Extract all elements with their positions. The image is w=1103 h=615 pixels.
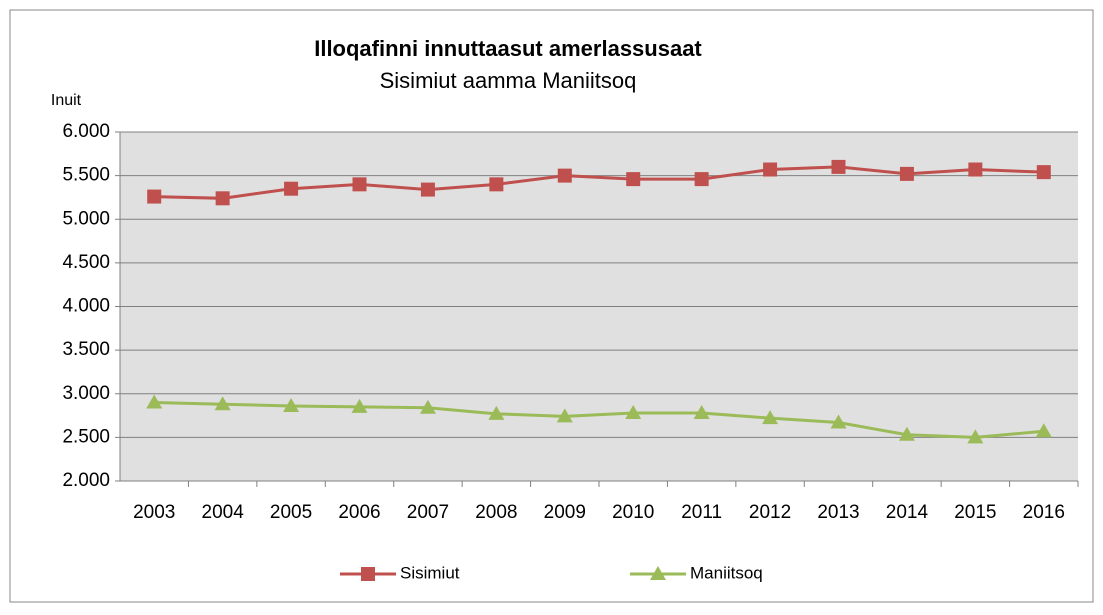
y-tick-label: 2.500	[62, 426, 110, 447]
x-tick-label: 2011	[681, 502, 722, 523]
marker	[283, 397, 300, 412]
x-tick-label: 2016	[1023, 502, 1065, 523]
x-tick-label: 2015	[954, 502, 996, 523]
marker	[899, 166, 914, 181]
x-tick-label: 2009	[544, 502, 586, 523]
marker	[420, 182, 435, 197]
x-tick-label: 2007	[407, 502, 449, 523]
marker	[626, 172, 641, 187]
marker	[1035, 423, 1052, 438]
marker	[898, 426, 915, 441]
marker	[967, 429, 984, 444]
legend-marker	[361, 567, 375, 581]
x-tick-label: 2014	[886, 502, 929, 523]
x-tick-label: 2006	[338, 502, 380, 523]
y-tick-label: 4.500	[62, 252, 110, 273]
marker	[215, 191, 230, 206]
y-tick-label: 4.000	[62, 296, 110, 317]
x-tick-label: 2013	[817, 502, 859, 523]
legend-label: Maniitsoq	[690, 563, 763, 582]
chart-title: Illoqafinni innuttaasut amerlassusaat	[314, 36, 702, 61]
series-line	[154, 165, 1044, 200]
marker	[831, 159, 846, 174]
marker	[968, 162, 983, 177]
legend-marker	[650, 566, 666, 580]
y-tick-label: 6.000	[62, 121, 110, 142]
marker	[284, 181, 299, 196]
y-tick-label: 3.500	[62, 339, 110, 360]
y-tick-label: 5.500	[62, 165, 110, 186]
legend-label: Sisimiut	[400, 563, 460, 582]
marker	[763, 162, 778, 177]
x-tick-label: 2004	[202, 502, 245, 523]
chart-subtitle: Sisimiut aamma Maniitsoq	[380, 68, 637, 93]
x-tick-label: 2003	[133, 502, 175, 523]
y-axis-label: Inuit	[51, 92, 82, 109]
marker	[1036, 165, 1051, 180]
marker	[694, 172, 709, 187]
marker	[147, 189, 162, 204]
marker	[351, 398, 368, 413]
marker	[146, 394, 163, 409]
y-tick-label: 2.000	[62, 470, 110, 491]
marker	[625, 404, 642, 419]
y-tick-label: 5.000	[62, 208, 110, 229]
marker	[489, 177, 504, 192]
marker	[419, 399, 436, 414]
marker	[214, 396, 231, 411]
marker	[830, 414, 847, 429]
marker	[762, 410, 779, 425]
series-line	[154, 400, 1044, 439]
x-tick-label: 2008	[475, 502, 517, 523]
marker	[693, 404, 710, 419]
marker	[488, 405, 505, 420]
x-tick-label: 2005	[270, 502, 312, 523]
y-tick-label: 3.000	[62, 383, 110, 404]
marker	[556, 408, 573, 423]
x-tick-label: 2012	[749, 502, 791, 523]
x-tick-label: 2010	[612, 502, 654, 523]
marker	[557, 168, 572, 183]
marker	[352, 177, 367, 192]
